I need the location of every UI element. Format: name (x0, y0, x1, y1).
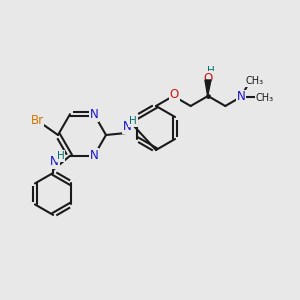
Text: N: N (50, 155, 59, 168)
Text: CH₃: CH₃ (246, 76, 264, 86)
Text: N: N (90, 108, 98, 121)
Polygon shape (205, 80, 211, 96)
Text: H: H (57, 151, 64, 161)
Text: H: H (129, 116, 137, 126)
Text: H: H (207, 66, 215, 76)
Text: N: N (123, 121, 131, 134)
Text: O: O (170, 88, 179, 101)
Text: N: N (236, 91, 245, 103)
Text: O: O (203, 71, 213, 85)
Text: N: N (90, 149, 98, 162)
Text: Br: Br (30, 114, 44, 127)
Text: CH₃: CH₃ (256, 93, 274, 103)
